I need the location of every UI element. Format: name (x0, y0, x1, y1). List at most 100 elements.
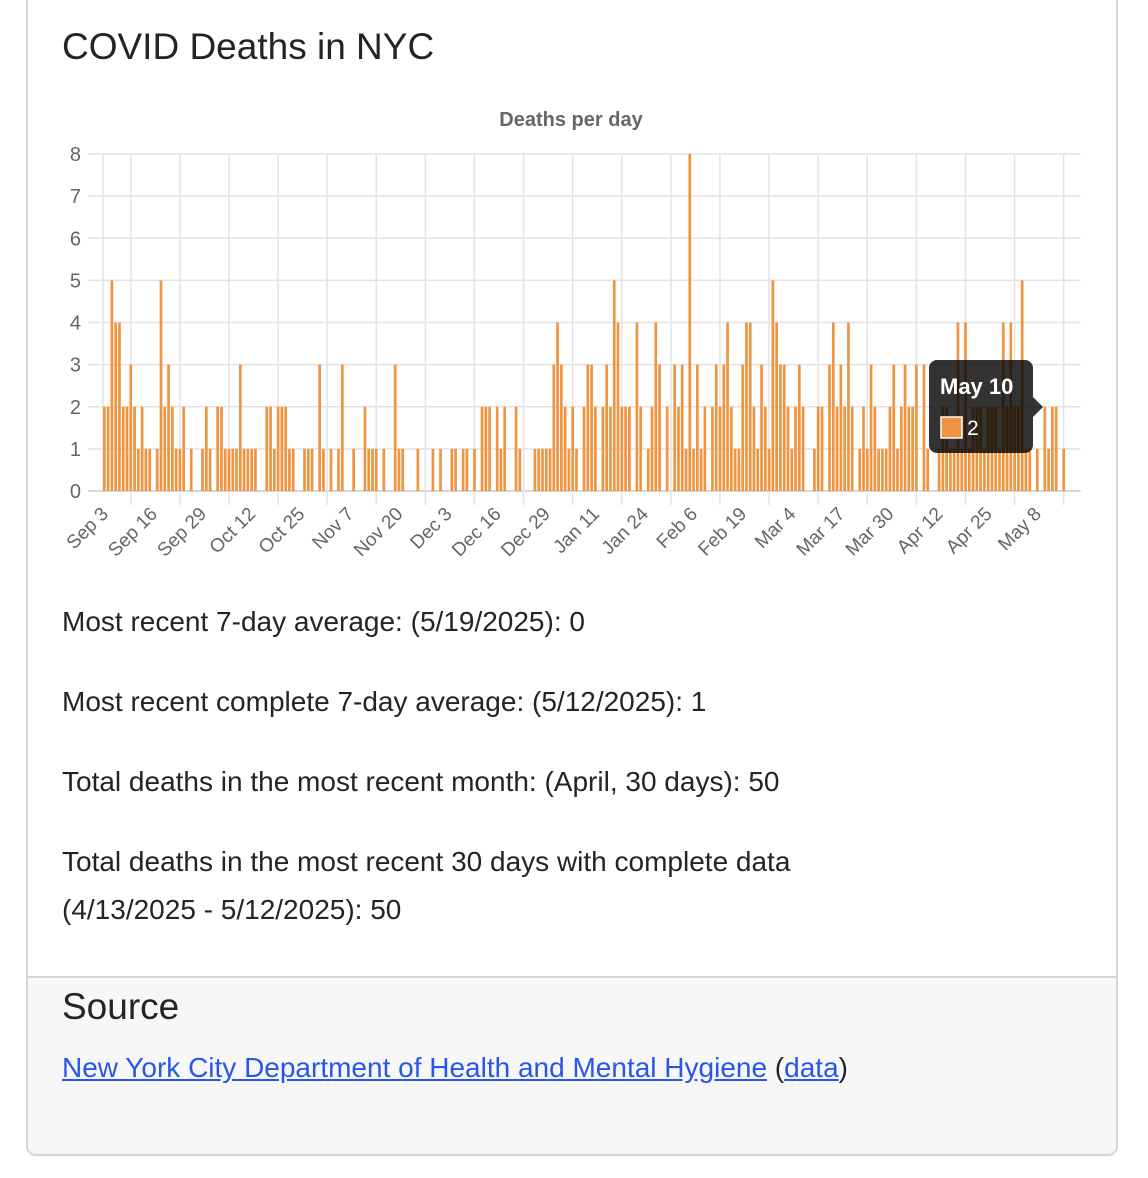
page-title: COVID Deaths in NYC (62, 26, 435, 67)
bar (884, 448, 888, 491)
bar (159, 280, 163, 491)
y-tick-label: 1 (70, 439, 81, 461)
bar (903, 364, 907, 491)
bar (129, 364, 133, 491)
x-tick-label: Mar 17 (793, 504, 850, 561)
bar (628, 406, 631, 491)
bar (465, 448, 469, 491)
bar (850, 406, 854, 491)
bar (246, 448, 250, 491)
bar (170, 406, 174, 491)
bar (843, 406, 846, 491)
bar (189, 448, 193, 491)
bar (881, 448, 884, 491)
bar (118, 322, 121, 491)
x-tick-label: Jan 24 (598, 503, 653, 558)
bar (544, 448, 548, 491)
bar (488, 406, 491, 491)
bar (756, 448, 760, 491)
y-tick-label: 7 (70, 186, 81, 208)
bar (416, 448, 420, 491)
bar (480, 406, 484, 491)
bar (1062, 448, 1066, 491)
bar (484, 406, 488, 491)
bar (367, 448, 371, 491)
bar (567, 448, 571, 491)
bar (729, 406, 733, 491)
bar (605, 364, 609, 491)
bar (155, 448, 159, 491)
bar (499, 448, 503, 491)
bar (352, 448, 355, 491)
bar (650, 406, 654, 491)
y-tick-label: 5 (70, 270, 81, 292)
bar (779, 364, 782, 491)
tooltip-value: 2 (967, 417, 979, 440)
bar (899, 406, 903, 491)
bar (533, 448, 537, 491)
x-tick-label: Sep 29 (154, 504, 211, 561)
bar (620, 406, 624, 491)
x-tick-label: May 8 (994, 504, 1045, 555)
stat-recent-7-day-average: Most recent 7-day average: (5/19/2025): … (62, 606, 585, 637)
bar (397, 448, 401, 491)
bar (907, 406, 911, 491)
bar (495, 406, 499, 491)
bar (450, 448, 454, 491)
bar (760, 364, 763, 491)
bar (911, 406, 914, 491)
bar (1051, 406, 1054, 491)
bar (646, 448, 650, 491)
nyc-health-link[interactable]: New York City Department of Health and M… (62, 1052, 768, 1083)
bar (560, 364, 563, 491)
bar (835, 406, 839, 491)
bar (322, 448, 325, 491)
bar (748, 322, 752, 491)
bar (201, 448, 204, 491)
bar (862, 406, 865, 491)
bar (582, 406, 586, 491)
bar (998, 448, 1001, 491)
bar (816, 406, 820, 491)
bar (937, 448, 941, 491)
bar (288, 448, 291, 491)
bar (280, 406, 284, 491)
bar (790, 448, 794, 491)
bar (227, 448, 231, 491)
bar (594, 406, 597, 491)
bar (983, 448, 986, 491)
bar (163, 406, 167, 491)
bar (216, 406, 220, 491)
bar (382, 448, 386, 491)
bar (1035, 448, 1039, 491)
close-paren: ) (838, 1052, 848, 1083)
bar (310, 448, 314, 491)
x-tick-label: Mar 30 (842, 504, 899, 561)
bar (714, 364, 718, 491)
x-tick-label: Oct 12 (206, 504, 260, 558)
data-link[interactable]: data (784, 1052, 839, 1083)
bar (699, 448, 703, 491)
tooltip-caret (1033, 397, 1043, 417)
x-tick-label: Feb 19 (694, 504, 751, 561)
bar (624, 406, 627, 491)
source-line: New York City Department of Health and M… (62, 1052, 848, 1084)
bar (178, 448, 182, 491)
bar (269, 406, 272, 491)
bar (612, 280, 616, 491)
bar (1028, 448, 1032, 491)
bar (204, 406, 208, 491)
bar (337, 448, 340, 491)
bar (265, 406, 269, 491)
bar (763, 406, 767, 491)
source-heading: Source (62, 986, 180, 1027)
bar (318, 364, 321, 491)
bar (726, 322, 729, 491)
stat-30-day-label: Total deaths in the most recent 30 days … (62, 846, 791, 877)
bar (1024, 448, 1028, 491)
bar (242, 448, 246, 491)
open-paren: ( (767, 1052, 785, 1083)
bar (136, 448, 140, 491)
x-tick-label: Dec 16 (448, 504, 505, 561)
